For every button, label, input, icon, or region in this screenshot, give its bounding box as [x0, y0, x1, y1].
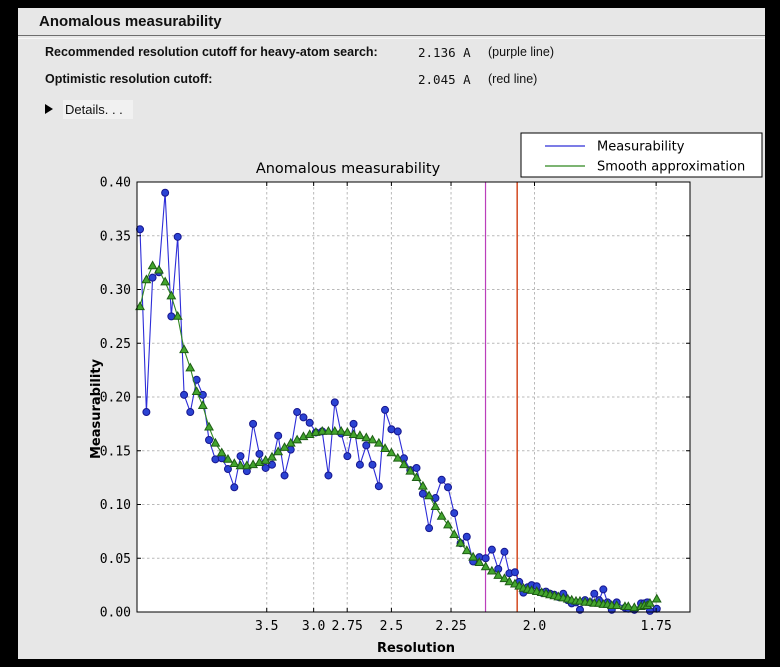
svg-text:0.15: 0.15 — [100, 444, 131, 459]
svg-text:0.10: 0.10 — [100, 498, 131, 513]
details-toggle[interactable]: Details. . . — [45, 99, 133, 119]
separator — [18, 35, 765, 39]
svg-text:2.5: 2.5 — [380, 619, 403, 634]
svg-text:2.75: 2.75 — [332, 619, 363, 634]
x-axis-label: Resolution — [377, 641, 455, 656]
gridlines — [137, 182, 690, 612]
svg-text:0.30: 0.30 — [100, 283, 131, 298]
tick-labels: 0.00 0.05 0.10 0.15 0.20 0.25 0.30 0.35 0.40 3.5 3… — [100, 176, 672, 635]
svg-text:0.25: 0.25 — [100, 337, 131, 352]
svg-text:1.75: 1.75 — [640, 619, 671, 634]
svg-text:0.35: 0.35 — [100, 229, 131, 244]
recommended-cutoff-note: (purple line) — [488, 45, 555, 59]
svg-text:3.0: 3.0 — [302, 619, 325, 634]
recommended-cutoff-row: Recommended resolution cutoff for heavy-… — [18, 45, 765, 61]
svg-text:0.05: 0.05 — [100, 552, 131, 567]
axis-ticks — [137, 181, 690, 613]
svg-text:0.20: 0.20 — [100, 391, 131, 406]
svg-text:0.40: 0.40 — [100, 176, 131, 191]
chart-legend: Measurability Smooth approximation — [520, 132, 763, 178]
series-smooth-approximation — [135, 260, 662, 612]
optimistic-cutoff-label: Optimistic resolution cutoff: — [45, 72, 213, 86]
svg-text:3.5: 3.5 — [255, 619, 278, 634]
svg-text:2.0: 2.0 — [523, 619, 546, 634]
chart-title: Anomalous measurability — [256, 161, 441, 177]
disclosure-triangle-icon[interactable] — [45, 104, 53, 114]
y-axis-label: Measurability — [89, 358, 104, 459]
recommended-cutoff-label: Recommended resolution cutoff for heavy-… — [45, 45, 378, 59]
optimistic-cutoff-note: (red line) — [488, 72, 538, 86]
section-title: Anomalous measurability — [39, 13, 222, 30]
svg-text:0.00: 0.00 — [100, 606, 131, 621]
optimistic-cutoff-row: Optimistic resolution cutoff: 2.045 A (r… — [18, 72, 765, 88]
details-label[interactable]: Details. . . — [63, 99, 133, 119]
recommended-cutoff-value: 2.136 A — [418, 45, 471, 60]
optimistic-cutoff-value: 2.045 A — [418, 72, 471, 87]
cutoff-lines — [484, 182, 518, 612]
legend-label-1: Smooth approximation — [597, 160, 745, 175]
legend-label-0: Measurability — [597, 140, 685, 155]
svg-text:2.25: 2.25 — [435, 619, 466, 634]
